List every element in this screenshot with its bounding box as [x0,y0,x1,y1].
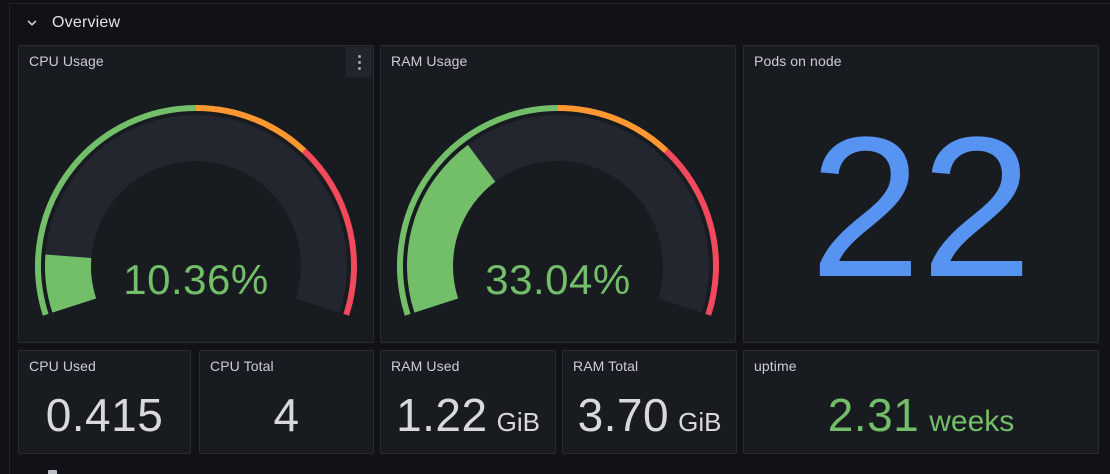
canvas-left-edge-line [9,3,10,474]
row-header-overview[interactable]: Overview [26,11,120,35]
panel-title-pods-on-node[interactable]: Pods on node [754,53,842,69]
uptime-value: 2.31 [827,389,920,441]
panel-title-cpu-total[interactable]: CPU Total [210,358,274,374]
panel-ram-total: RAM Total 3.70 GiB [562,350,737,454]
panel-title-uptime[interactable]: uptime [754,358,797,374]
pods-on-node-value: 22 [809,96,1033,319]
partial-next-row-fragment [48,470,57,474]
panel-cpu-total: CPU Total 4 [199,350,374,454]
panel-menu-button[interactable] [346,47,372,77]
cpu-usage-gauge [35,105,358,316]
panel-pods-on-node: Pods on node 22 [743,45,1099,343]
panel-cpu-used: CPU Used 0.415 [18,350,191,454]
cpu-total-value: 4 [273,389,300,441]
ram-usage-gauge [397,105,720,316]
panel-uptime: uptime 2.31 weeks [743,350,1099,454]
panel-title-ram-used[interactable]: RAM Used [391,358,460,374]
panel-cpu-usage: CPU Usage 10.36% [18,45,374,343]
ram-used-unit: GiB [496,407,540,437]
ram-used-value: 1.22 [396,389,488,441]
uptime-unit: weeks [929,405,1015,438]
kebab-icon [357,54,361,58]
panel-title-cpu-used[interactable]: CPU Used [29,358,96,374]
ram-usage-value: 33.04% [485,256,631,303]
panel-title-cpu-usage[interactable]: CPU Usage [29,53,104,69]
panel-title-ram-usage[interactable]: RAM Usage [391,53,468,69]
panel-title-ram-total[interactable]: RAM Total [573,358,639,374]
panel-ram-usage: RAM Usage 33.04% [380,45,736,343]
row-title: Overview [52,14,121,31]
canvas-top-edge-line [9,3,1110,4]
panel-ram-used: RAM Used 1.22 GiB [380,350,556,454]
cpu-usage-value: 10.36% [123,256,269,303]
chevron-down-icon [27,20,37,26]
ram-total-unit: GiB [678,407,722,437]
cpu-used-value: 0.415 [45,389,164,441]
ram-total-value: 3.70 [577,389,670,441]
